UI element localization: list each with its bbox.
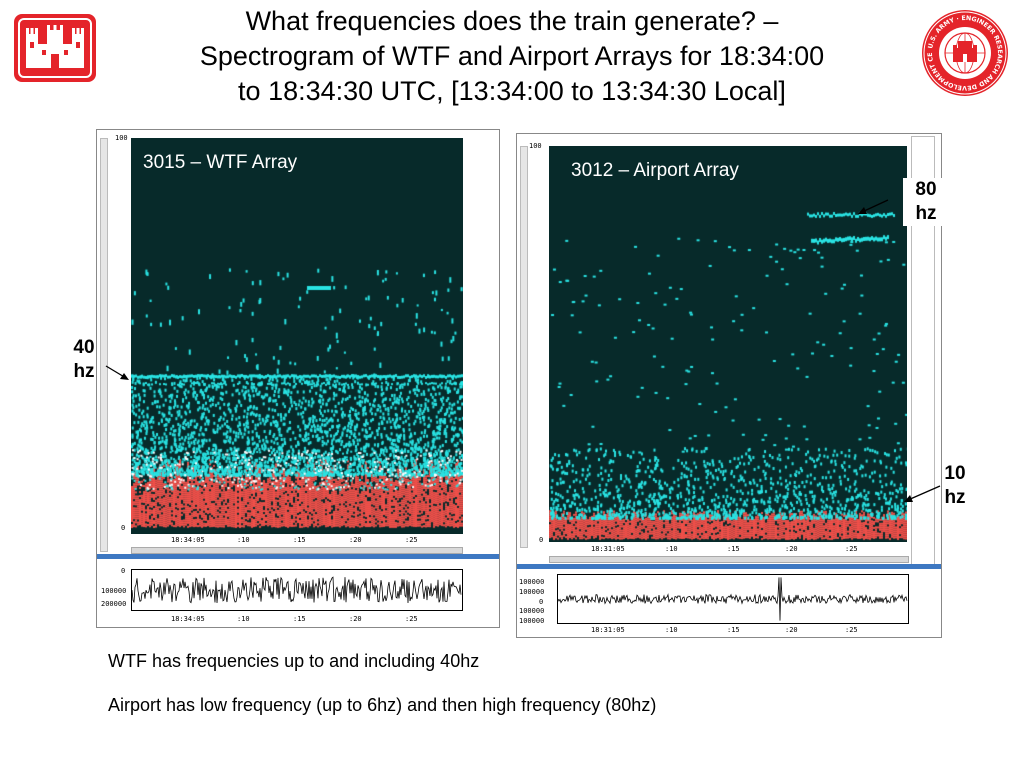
vertical-scrollbar[interactable] bbox=[520, 146, 528, 548]
time-tick: :20 bbox=[785, 626, 798, 634]
time-tick: :20 bbox=[785, 545, 798, 553]
y-tick-bottom: 0 bbox=[539, 536, 544, 544]
time-tick: :20 bbox=[349, 615, 362, 623]
time-tick: :15 bbox=[727, 545, 740, 553]
annotation-10hz-value: 10 bbox=[944, 463, 966, 484]
usace-castle-logo bbox=[14, 14, 96, 82]
annotation-80hz-value: 80 bbox=[915, 179, 937, 200]
wave-tick: 0 bbox=[539, 598, 544, 606]
title-line-2: Spectrogram of WTF and Airport Arrays fo… bbox=[199, 41, 825, 71]
time-tick: :10 bbox=[665, 545, 678, 553]
time-tick: :25 bbox=[405, 536, 418, 544]
note-wtf: WTF has frequencies up to and including … bbox=[108, 651, 480, 671]
wtf-spectrogram: 3015 – WTF Array bbox=[131, 138, 463, 534]
wave-tick: 100000 bbox=[101, 587, 127, 595]
annotation-10hz: 10 hz bbox=[934, 462, 976, 510]
time-tick: :10 bbox=[237, 615, 250, 623]
time-tick: :25 bbox=[405, 615, 418, 623]
y-tick-top: 100 bbox=[529, 142, 542, 150]
wtf-waveform bbox=[131, 569, 463, 611]
annotation-80hz-unit: hz bbox=[915, 203, 937, 224]
y-tick-top: 100 bbox=[115, 134, 128, 142]
airport-array-label: 3012 – Airport Array bbox=[571, 160, 739, 181]
erdc-seal-logo: U.S. ARMY · ENGINEER RESEARCH AND DEVELO… bbox=[920, 8, 1008, 96]
wave-tick: 100000 bbox=[519, 617, 545, 625]
horizontal-scrollbar[interactable] bbox=[549, 556, 909, 563]
time-tick: 18:34:05 bbox=[171, 536, 205, 544]
time-tick: :15 bbox=[727, 626, 740, 634]
annotation-40hz-unit: hz bbox=[73, 361, 95, 382]
y-tick-bottom: 0 bbox=[121, 524, 126, 532]
wave-tick: 0 bbox=[121, 567, 126, 575]
airport-spectrogram-panel: 100 0 3012 – Airport Array 18:31:05 :10 … bbox=[516, 133, 942, 638]
vertical-scrollbar[interactable] bbox=[100, 138, 108, 552]
wave-tick: 100000 bbox=[519, 578, 545, 586]
time-tick: :10 bbox=[665, 626, 678, 634]
time-tick: 18:31:05 bbox=[591, 626, 625, 634]
airport-spectrogram: 3012 – Airport Array bbox=[549, 146, 907, 542]
note-airport: Airport has low frequency (up to 6hz) an… bbox=[108, 695, 657, 715]
time-tick: :25 bbox=[845, 545, 858, 553]
time-tick: 18:34:05 bbox=[171, 615, 205, 623]
annotation-10hz-unit: hz bbox=[944, 487, 966, 508]
slide-title: What frequencies does the train generate… bbox=[100, 4, 924, 109]
annotation-40hz-value: 40 bbox=[73, 337, 95, 358]
annotation-40hz: 40 hz bbox=[64, 336, 104, 384]
wtf-array-label: 3015 – WTF Array bbox=[143, 152, 298, 173]
wave-tick: 100000 bbox=[519, 607, 545, 615]
panel-divider-bar bbox=[517, 564, 941, 569]
title-line-1: What frequencies does the train generate… bbox=[245, 6, 779, 36]
time-tick: :25 bbox=[845, 626, 858, 634]
time-tick: :10 bbox=[237, 536, 250, 544]
time-tick: 18:31:05 bbox=[591, 545, 625, 553]
panel-divider-bar bbox=[97, 554, 499, 559]
title-line-3: to 18:34:30 UTC, [13:34:00 to 13:34:30 L… bbox=[238, 76, 786, 106]
wtf-spectrogram-panel: 100 0 3015 – WTF Array 18:34:05 :10 :15 … bbox=[96, 129, 500, 628]
horizontal-scrollbar[interactable] bbox=[131, 547, 463, 554]
time-tick: :20 bbox=[349, 536, 362, 544]
wave-tick: 100000 bbox=[519, 588, 545, 596]
airport-waveform bbox=[557, 574, 909, 624]
time-tick: :15 bbox=[293, 615, 306, 623]
annotation-80hz: 80 hz bbox=[903, 178, 949, 226]
time-tick: :15 bbox=[293, 536, 306, 544]
wave-tick: 200000 bbox=[101, 600, 127, 608]
